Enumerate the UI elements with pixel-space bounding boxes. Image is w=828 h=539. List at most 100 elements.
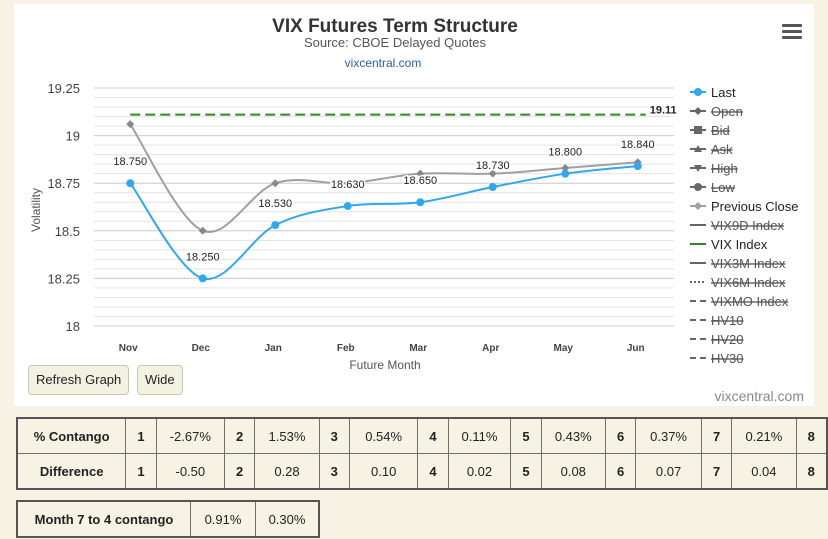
- x-tick-label: Dec: [192, 343, 211, 354]
- month-index: 1: [125, 453, 157, 490]
- table-cell: -0.50: [155, 453, 226, 490]
- y-tick-label: 19: [66, 129, 80, 144]
- table-cell: 0.37%: [635, 417, 702, 454]
- vixcentral-link[interactable]: vixcentral.com: [345, 56, 422, 70]
- month-index: 3: [318, 453, 350, 490]
- table-cell: -2.67%: [155, 417, 226, 454]
- month-index: 5: [510, 453, 542, 490]
- legend-marker: [694, 183, 702, 191]
- month-index: 7: [700, 453, 733, 490]
- refresh-graph-button[interactable]: Refresh Graph: [28, 365, 130, 395]
- last-point: [343, 202, 352, 211]
- legend-item-high[interactable]: High: [711, 161, 738, 176]
- series: 19.11 18.750 18.250 18.530 18.630 18.650 18.73…: [112, 105, 677, 283]
- legend-item-ask[interactable]: Ask: [711, 142, 733, 157]
- table-cell: 1.53%: [254, 417, 320, 454]
- legend-marker: [694, 107, 702, 115]
- table-cell: 0.07: [635, 453, 702, 490]
- last-point: [271, 221, 280, 230]
- table-cell: 0.10: [348, 453, 419, 490]
- last-point: [416, 198, 425, 207]
- table-cell: 0.28: [254, 453, 320, 490]
- row-label: % Contango: [16, 417, 127, 454]
- legend-item-vix9d-index[interactable]: VIX9D Index: [711, 218, 784, 233]
- last-point: [561, 169, 570, 178]
- legend-marker: [694, 202, 702, 210]
- legend-item-vix6m-index[interactable]: VIX6M Index: [711, 275, 786, 290]
- table-row: Month 7 to 4 contango 0.91% 0.30%: [16, 500, 320, 538]
- month-index: 3: [318, 417, 350, 454]
- axes: 18 18.25 18.5 18.75 19 19.25 Nov Dec Jan Feb Mar Ap…: [47, 81, 644, 354]
- y-tick-label: 18.25: [47, 271, 80, 286]
- chart-container: VIX Futures Term Structure Source: CBOE …: [14, 4, 814, 406]
- month-index: 7: [700, 417, 733, 454]
- month-index: 2: [224, 453, 256, 490]
- legend-item-vixmo-index[interactable]: VIXMO Index: [711, 294, 789, 309]
- y-tick-label: 19.25: [47, 81, 80, 96]
- credits[interactable]: vixcentral.com: [715, 388, 804, 404]
- data-label: 18.630: [331, 179, 365, 191]
- x-axis-title: Future Month: [349, 358, 420, 372]
- month-index: 6: [604, 417, 637, 454]
- table-cell: 0.04: [731, 453, 797, 490]
- month-contango-value: 0.91%: [190, 500, 256, 538]
- wide-button[interactable]: Wide: [137, 365, 183, 395]
- legend-item-open[interactable]: Open: [711, 104, 743, 119]
- last-point: [126, 179, 135, 188]
- data-label: 18.650: [403, 175, 437, 187]
- data-label: 18.750: [113, 156, 147, 168]
- previous-close-point: [271, 179, 280, 188]
- table-cell: 0.21%: [731, 417, 797, 454]
- y-tick-label: 18.75: [47, 176, 80, 191]
- x-tick-label: Jan: [265, 343, 282, 354]
- month-index: 4: [417, 453, 449, 490]
- x-tick-label: Jun: [627, 343, 645, 354]
- data-label: 18.800: [548, 147, 582, 159]
- legend-item-previous-close[interactable]: Previous Close: [711, 199, 798, 214]
- term-structure-chart: VIX Futures Term Structure Source: CBOE …: [29, 16, 804, 404]
- legend-item-last[interactable]: Last: [711, 85, 736, 100]
- x-tick-label: May: [554, 343, 574, 354]
- chart-menu-icon[interactable]: [782, 24, 802, 40]
- contango-table: % Contango 1 -2.67% 2 1.53% 3 0.54% 4 0.11% 5 0.43…: [16, 417, 828, 490]
- data-label: 18.840: [621, 139, 655, 151]
- x-tick-label: Nov: [119, 343, 138, 354]
- table-cell: 0.02: [447, 453, 512, 490]
- month-index: 4: [417, 417, 449, 454]
- y-axis-title: Volatility: [29, 188, 43, 232]
- legend-marker: [694, 126, 702, 134]
- last-point: [633, 162, 642, 171]
- legend-item-low[interactable]: Low: [711, 180, 735, 195]
- data-label: 18.530: [258, 198, 292, 210]
- month-index: 6: [604, 453, 637, 490]
- data-label: 18.250: [186, 251, 220, 263]
- table-row: Difference 1 -0.50 2 0.28 3 0.10 4 0.02 5 0.08 6 0.0…: [16, 453, 828, 490]
- legend-item-hv10[interactable]: HV10: [711, 313, 744, 328]
- table-cell: 0.54%: [348, 417, 419, 454]
- previous-close-point: [343, 179, 352, 188]
- last-point: [198, 274, 207, 283]
- legend-item-hv20[interactable]: HV20: [711, 332, 744, 347]
- month-contango-table: Month 7 to 4 contango 0.91% 0.30%: [16, 500, 320, 538]
- legend-marker: [694, 88, 702, 96]
- x-tick-label: Mar: [409, 343, 427, 354]
- chart-subtitle: Source: CBOE Delayed Quotes: [304, 35, 487, 50]
- previous-close-point: [488, 169, 497, 178]
- legend-item-bid[interactable]: Bid: [711, 123, 730, 138]
- previous-close-point: [198, 226, 207, 235]
- legend-item-vix3m-index[interactable]: VIX3M Index: [711, 256, 786, 271]
- month-contango-value: 0.30%: [255, 500, 320, 538]
- table-cell: 0.11%: [447, 417, 512, 454]
- legend-item-vix-index[interactable]: VIX Index: [711, 237, 768, 252]
- month-index: 8: [795, 417, 828, 454]
- table-row: % Contango 1 -2.67% 2 1.53% 3 0.54% 4 0.11% 5 0.43…: [16, 417, 828, 454]
- legend-marker: [694, 145, 702, 152]
- month-index: 8: [795, 453, 828, 490]
- table-cell: 0.43%: [540, 417, 606, 454]
- legend-item-hv30[interactable]: HV30: [711, 351, 744, 366]
- chart-title: VIX Futures Term Structure: [272, 16, 518, 37]
- last-point: [488, 183, 497, 192]
- previous-close-point: [126, 120, 135, 129]
- y-tick-label: 18: [66, 319, 80, 334]
- month-index: 1: [125, 417, 157, 454]
